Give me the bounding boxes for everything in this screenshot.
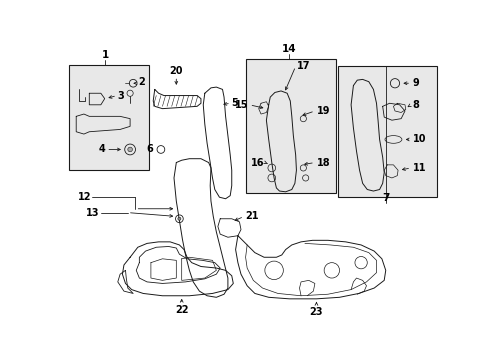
Text: 20: 20 bbox=[169, 66, 183, 76]
Text: 5: 5 bbox=[231, 98, 238, 108]
Circle shape bbox=[178, 217, 181, 220]
Text: 10: 10 bbox=[412, 134, 426, 144]
Text: 4: 4 bbox=[99, 144, 105, 154]
Text: 14: 14 bbox=[282, 44, 296, 54]
Text: 18: 18 bbox=[316, 158, 329, 167]
Text: 22: 22 bbox=[175, 305, 188, 315]
Bar bbox=[245, 59, 335, 193]
Text: 13: 13 bbox=[85, 208, 99, 217]
Bar bbox=[337, 66, 436, 197]
Text: 19: 19 bbox=[316, 106, 329, 116]
Text: 8: 8 bbox=[412, 100, 419, 110]
Text: 6: 6 bbox=[146, 144, 153, 154]
Text: 12: 12 bbox=[78, 192, 91, 202]
Text: 3: 3 bbox=[118, 91, 124, 100]
Bar bbox=[68, 65, 148, 170]
Circle shape bbox=[127, 147, 132, 152]
Text: 1: 1 bbox=[102, 50, 109, 60]
Text: 11: 11 bbox=[412, 163, 426, 173]
Text: 9: 9 bbox=[412, 78, 419, 88]
Text: 21: 21 bbox=[245, 211, 259, 221]
Text: 15: 15 bbox=[235, 100, 248, 110]
Text: 7: 7 bbox=[381, 193, 388, 203]
Text: 23: 23 bbox=[309, 306, 323, 316]
Text: 16: 16 bbox=[250, 158, 264, 167]
Text: 17: 17 bbox=[297, 61, 310, 71]
Text: 2: 2 bbox=[138, 77, 145, 87]
